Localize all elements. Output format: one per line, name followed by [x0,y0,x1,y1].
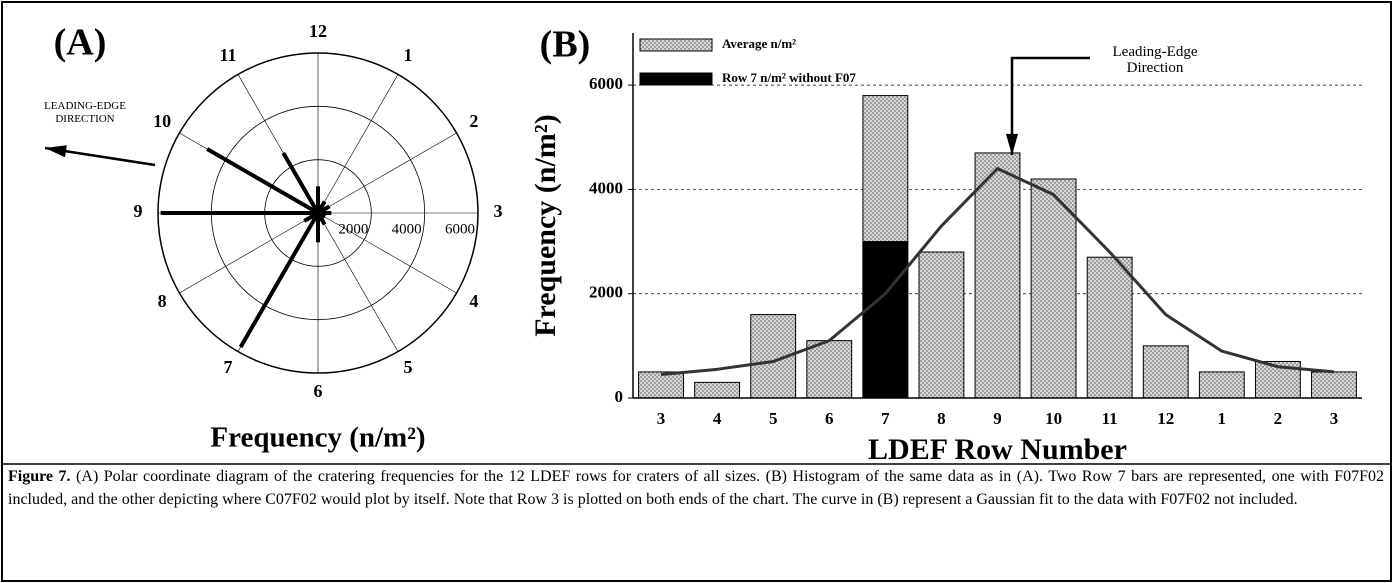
annotation: Leading-Edge Direction [1112,44,1198,76]
x-tick-label: 7 [881,409,890,428]
x-tick-label: 3 [657,409,666,428]
bar [1198,371,1245,399]
spoke [317,132,457,214]
bar [638,371,684,399]
direction-label: 2 [469,111,478,131]
direction-label: 12 [309,21,327,41]
r-tick-label: 6000 [445,221,475,237]
legend-swatch [639,72,713,86]
annotation-arrow-head [1005,133,1019,155]
bar [918,251,965,399]
bar [1086,256,1133,399]
hub [311,206,325,220]
y-tick-label: 0 [615,387,624,406]
fit-curve [660,167,1335,377]
annotation-arrow [1010,56,1090,155]
y-tick-label: 6000 [589,74,623,93]
frequency-ray [206,147,319,215]
caption-text: (A) Polar coordinate diagram of the crat… [8,468,1384,508]
x-tick-label: 5 [769,409,778,428]
direction-label: 6 [314,381,323,401]
x-tick-label: 12 [1157,409,1174,428]
annotation-box: Leading-Edge Direction [1112,44,1198,76]
direction-label: 10 [153,111,171,131]
spoke [317,212,399,352]
y-axis-title: Frequency (n/m²) [529,114,562,337]
panel-label: (B) [540,24,591,66]
x-tick-label: 1 [1218,409,1227,428]
direction-label: 4 [469,291,478,311]
bar [694,381,741,399]
panel-label: (A) [54,22,107,64]
bar [806,340,853,399]
direction-label: 5 [404,357,413,377]
r-tick-label: 4000 [392,221,422,237]
x-tick-label: 8 [937,409,946,428]
direction-label: 11 [219,45,236,65]
spoke [179,212,319,294]
x-axis-title: LDEF Row Number [868,433,1127,466]
legend-label: Average n/m² [722,36,796,51]
caption: Figure 7. (A) Polar coordinate diagram o… [8,466,1384,511]
y-tick-label: 2000 [589,283,623,302]
x-tick-label: 11 [1102,409,1118,428]
x-axis-title: Frequency (n/m²) [210,422,425,454]
direction-label: 8 [158,291,167,311]
legend-label: Row 7 n/m² without F07 [722,70,856,85]
spoke [317,74,399,214]
bar [974,152,1021,399]
bar [862,241,909,399]
bar [1030,178,1077,399]
spoke [317,212,457,294]
bar [1142,345,1189,399]
x-tick-label: 2 [1274,409,1283,428]
x-tick-label: 9 [993,409,1002,428]
x-tick-label: 4 [713,409,722,428]
annotation-box: LEADING-EDGE DIRECTION [44,100,126,125]
ring [157,52,479,374]
annotation-arrow-head [45,145,67,158]
direction-label: 9 [134,201,143,221]
direction-label: 1 [404,45,413,65]
y-tick-label: 4000 [589,178,623,197]
x-tick-label: 6 [825,409,834,428]
direction-label: 7 [224,357,233,377]
caption-label: Figure 7. [8,468,71,485]
direction-label: 3 [494,201,503,221]
annotation: LEADING-EDGE DIRECTION [44,100,126,125]
bar [1311,371,1357,399]
r-tick-label: 2000 [338,221,368,237]
x-tick-label: 3 [1330,409,1339,428]
x-tick-label: 10 [1045,409,1062,428]
legend-swatch [639,38,713,52]
frequency-ray [238,211,320,348]
frequency-ray [281,151,320,214]
